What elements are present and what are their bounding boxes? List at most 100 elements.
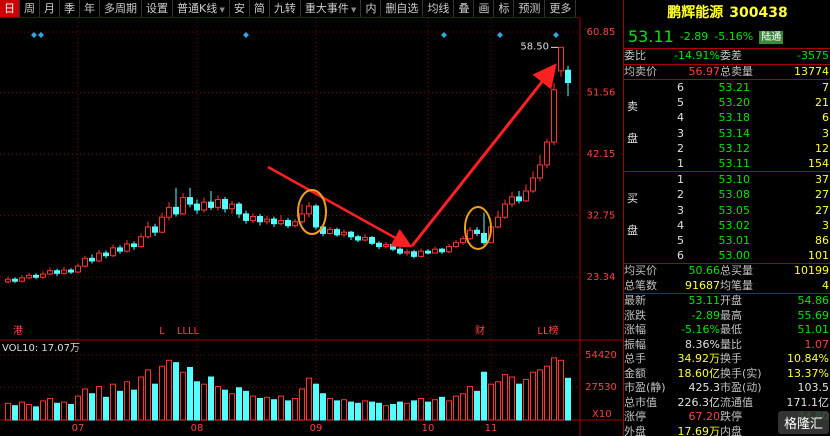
candle-body <box>208 201 214 208</box>
volume-bar <box>124 381 130 421</box>
candle-body <box>180 197 186 215</box>
candle-body <box>348 231 354 238</box>
volume-bar <box>33 406 39 421</box>
stat-row: 外盘 17.69万 内盘 <box>624 425 830 436</box>
y-tick-label: 60.85 <box>587 27 616 38</box>
event-label: 港 <box>13 325 23 337</box>
buy-book: 1 53.10 37 2 53.08 27 3 53.05 27 4 53.02 3 5 53.01 86 6… <box>624 171 830 263</box>
candle-body <box>383 244 389 248</box>
toolbar-button[interactable]: 普通K线 <box>173 0 230 17</box>
volume-bar <box>131 389 137 421</box>
toolbar-button[interactable]: 画 <box>474 0 495 17</box>
stat-row-cell: 换手 <box>720 352 742 366</box>
book-cell: 6 <box>677 81 684 94</box>
candle-body <box>481 232 487 244</box>
volume-bar <box>208 376 214 421</box>
volume-bar <box>355 402 361 421</box>
toolbar-button[interactable]: 更多 <box>545 0 577 17</box>
volume-bar <box>341 399 347 421</box>
info-diamond <box>31 32 37 38</box>
toolbar-button[interactable]: 均线 <box>423 0 455 17</box>
info-diamond <box>38 32 44 38</box>
toolbar-button[interactable]: 多周期 <box>100 0 142 17</box>
stock-header: 鹏辉能源 300438 <box>624 0 830 26</box>
candle-body <box>187 197 193 205</box>
volume-bar <box>439 396 445 421</box>
ratio-row-cell: 总卖量 <box>720 64 753 78</box>
stat-row-cell: 最低 <box>720 323 742 337</box>
stat-row-cell: 67.20 <box>688 410 721 424</box>
stat-row-cell: 226.3亿 <box>677 395 721 409</box>
book-side <box>624 80 646 95</box>
volume-bar <box>299 388 305 421</box>
volume-tick-label: 27530 <box>585 382 617 393</box>
toolbar-button[interactable]: 季 <box>60 0 80 17</box>
event-label: LL榜 <box>537 324 558 337</box>
book-cell: 2 <box>677 141 684 155</box>
book-cell: 1 <box>677 156 684 170</box>
book-cell: 6 <box>677 249 684 263</box>
book-cell: 5 <box>677 96 684 110</box>
book-cell: 3 <box>822 126 829 140</box>
volume-bar <box>446 400 452 421</box>
stat-row-cell: 10.84% <box>787 352 829 366</box>
toolbar-button[interactable]: 删自选 <box>381 0 424 17</box>
toolbar-button[interactable]: 安 <box>230 0 250 17</box>
volume-bar <box>551 357 557 421</box>
book-cell: 53.02 <box>718 218 751 232</box>
y-tick-label: 32.75 <box>587 211 616 222</box>
toolbar-button[interactable]: 标 <box>494 0 515 17</box>
volume-bar <box>54 402 60 421</box>
volume-bar <box>26 403 32 421</box>
volume-bar <box>243 390 249 421</box>
stat-row-cell: 53.11 <box>688 294 721 308</box>
volume-bar <box>348 401 354 421</box>
volume-bar <box>558 359 564 421</box>
toolbar-button[interactable]: 预测 <box>514 0 546 17</box>
book-cell: 154 <box>808 156 829 170</box>
price-change-pct: -5.16% <box>714 30 754 43</box>
candle-body <box>124 243 130 252</box>
candle-body <box>530 177 536 192</box>
book-cell: 53.18 <box>718 111 751 125</box>
summary-row-cell: 4 <box>822 278 829 292</box>
stat-row: 振幅 8.36% 量比 1.07 <box>624 338 830 353</box>
volume-unit: X10 <box>592 409 612 420</box>
connect-badge[interactable]: 陆通 <box>759 30 784 44</box>
toolbar-button[interactable]: 叠 <box>454 0 475 17</box>
stat-row-cell: 市盈(静) <box>624 381 666 395</box>
volume-bar <box>236 387 242 421</box>
volume-bar <box>432 399 438 421</box>
book-cell: 2 <box>677 188 684 202</box>
volume-bar <box>397 401 403 421</box>
volume-bar <box>537 369 543 421</box>
candle-body <box>341 231 347 236</box>
volume-bar <box>145 369 151 421</box>
volume-bar <box>474 390 480 421</box>
toolbar-button[interactable]: 年 <box>80 0 100 17</box>
volume-bar <box>166 359 172 421</box>
toolbar-button[interactable]: 内 <box>361 0 382 17</box>
candle-body <box>474 229 480 234</box>
volume-bar <box>271 399 277 421</box>
candle-body <box>152 226 158 233</box>
candle-body <box>54 270 60 274</box>
toolbar-button[interactable]: 周 <box>20 0 40 17</box>
toolbar-button[interactable]: 简 <box>250 0 270 17</box>
stat-row-cell: 54.86 <box>797 294 830 308</box>
toolbar-button[interactable]: 月 <box>40 0 60 17</box>
book-cell: 53.11 <box>718 156 751 170</box>
candle-body <box>264 218 270 223</box>
stat-row-cell: 51.01 <box>797 323 830 337</box>
book-side <box>624 156 646 171</box>
toolbar-button[interactable]: 重大事件 <box>301 0 362 17</box>
candle-body <box>75 265 81 273</box>
book-level: 1 53.11 154 <box>624 156 830 171</box>
volume-bar <box>117 390 123 421</box>
sell-book: 6 53.21 7 5 53.20 21 4 53.18 6 3 53.14 3 2 53.12 12 1 53… <box>624 79 830 171</box>
candle-body <box>516 196 522 202</box>
toolbar-button[interactable]: 日 <box>0 0 20 17</box>
volume-bar <box>404 402 410 421</box>
info-diamond <box>243 32 249 38</box>
summary-row-cell: 总买量 <box>720 264 753 278</box>
